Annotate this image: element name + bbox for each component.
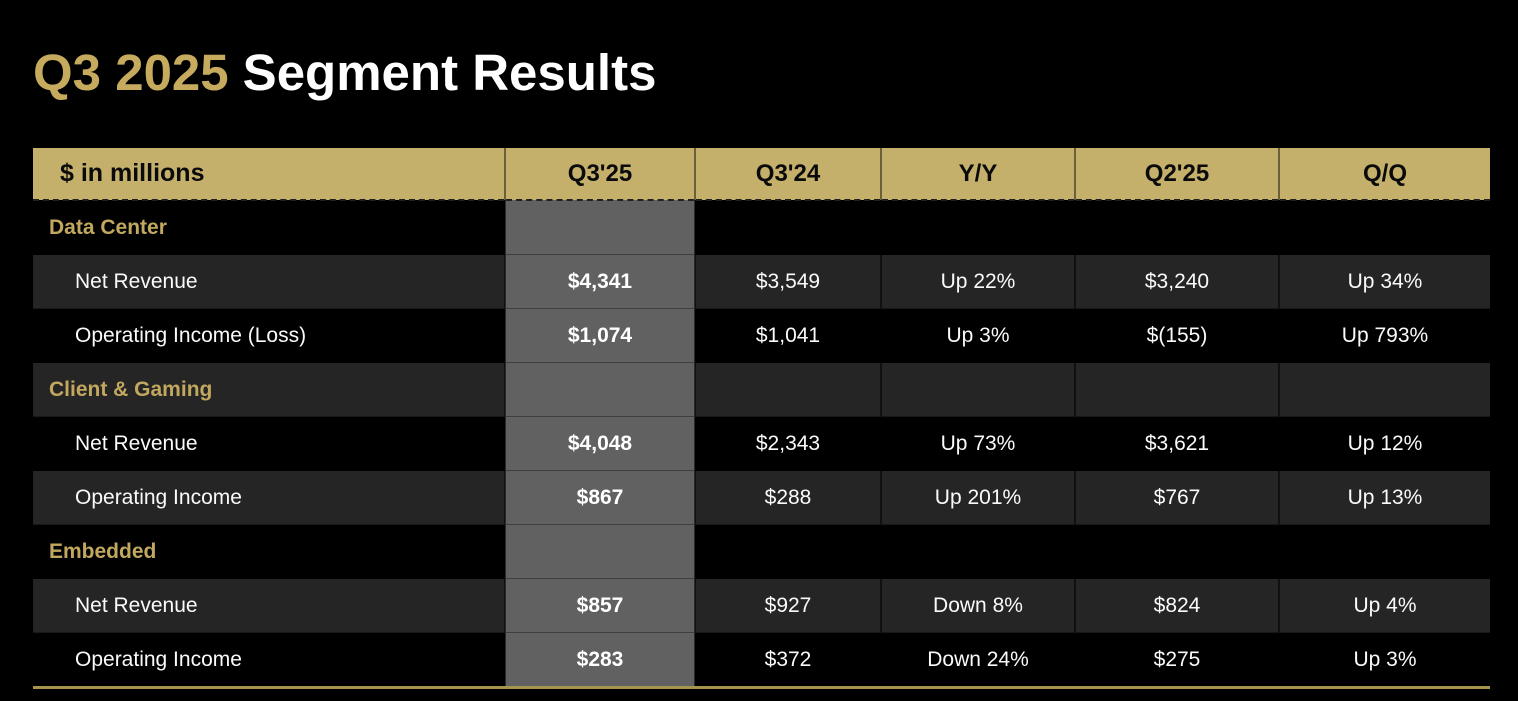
cell-label: Net Revenue — [33, 254, 505, 309]
cell-q3-24: $3,549 — [694, 254, 881, 309]
cell-q2-25: $767 — [1074, 470, 1279, 525]
empty-cell — [504, 362, 695, 417]
cell-q3-25: $283 — [504, 632, 695, 688]
cell-y-y: Up 22% — [880, 254, 1075, 309]
cell-q2-25: $824 — [1074, 578, 1279, 633]
cell-q-q: Up 12% — [1278, 416, 1490, 471]
cell-y-y: Down 24% — [880, 632, 1075, 688]
empty-cell — [694, 362, 881, 417]
section-row-data-center: Data Center — [33, 199, 1490, 255]
cell-y-y: Up 3% — [880, 308, 1075, 363]
row-client-gaming-net-revenue: Net Revenue $4,048 $2,343 Up 73% $3,621 … — [33, 416, 1490, 471]
col-header-q3-25: Q3'25 — [504, 148, 695, 200]
section-row-embedded: Embedded — [33, 524, 1490, 579]
cell-label: Operating Income — [33, 470, 505, 525]
empty-cell — [504, 199, 695, 255]
table-header-row: $ in millions Q3'25 Q3'24 Y/Y Q2'25 Q/Q — [33, 148, 1490, 200]
cell-label: Net Revenue — [33, 578, 505, 633]
cell-q3-24: $372 — [694, 632, 881, 688]
unit-label: $ in millions — [33, 148, 505, 200]
empty-cell — [1074, 524, 1279, 579]
empty-cell — [504, 524, 695, 579]
cell-y-y: Up 201% — [880, 470, 1075, 525]
cell-q-q: Up 4% — [1278, 578, 1490, 633]
row-embedded-net-revenue: Net Revenue $857 $927 Down 8% $824 Up 4% — [33, 578, 1490, 633]
segment-results-table: $ in millions Q3'25 Q3'24 Y/Y Q2'25 Q/Q … — [33, 148, 1490, 689]
row-data-center-operating-income: Operating Income (Loss) $1,074 $1,041 Up… — [33, 308, 1490, 363]
empty-cell — [880, 524, 1075, 579]
cell-q3-24: $1,041 — [694, 308, 881, 363]
cell-q3-24: $927 — [694, 578, 881, 633]
cell-q3-25: $1,074 — [504, 308, 695, 363]
cell-y-y: Up 73% — [880, 416, 1075, 471]
cell-q3-24: $2,343 — [694, 416, 881, 471]
empty-cell — [880, 362, 1075, 417]
cell-q2-25: $275 — [1074, 632, 1279, 688]
empty-cell — [1278, 362, 1490, 417]
cell-q3-25: $857 — [504, 578, 695, 633]
cell-q-q: Up 3% — [1278, 632, 1490, 688]
empty-cell — [1278, 199, 1490, 255]
section-row-client-gaming: Client & Gaming — [33, 362, 1490, 417]
section-name: Client & Gaming — [33, 362, 505, 417]
col-header-q-q: Q/Q — [1278, 148, 1490, 200]
col-header-y-y: Y/Y — [880, 148, 1075, 200]
page-title: Q3 2025 Segment Results — [33, 44, 656, 103]
cell-q-q: Up 13% — [1278, 470, 1490, 525]
cell-q3-25: $867 — [504, 470, 695, 525]
col-header-q3-24: Q3'24 — [694, 148, 881, 200]
cell-q2-25: $(155) — [1074, 308, 1279, 363]
cell-q3-24: $288 — [694, 470, 881, 525]
title-text: Segment Results — [242, 44, 657, 102]
cell-q3-25: $4,341 — [504, 254, 695, 309]
empty-cell — [1278, 524, 1490, 579]
cell-q2-25: $3,621 — [1074, 416, 1279, 471]
cell-y-y: Down 8% — [880, 578, 1075, 633]
cell-q-q: Up 34% — [1278, 254, 1490, 309]
cell-q-q: Up 793% — [1278, 308, 1490, 363]
col-header-q2-25: Q2'25 — [1074, 148, 1279, 200]
cell-label: Operating Income — [33, 632, 505, 688]
title-quarter: Q3 2025 — [33, 44, 229, 102]
section-name: Data Center — [33, 199, 505, 255]
row-embedded-operating-income: Operating Income $283 $372 Down 24% $275… — [33, 632, 1490, 688]
cell-label: Net Revenue — [33, 416, 505, 471]
row-client-gaming-operating-income: Operating Income $867 $288 Up 201% $767 … — [33, 470, 1490, 525]
cell-q2-25: $3,240 — [1074, 254, 1279, 309]
cell-label: Operating Income (Loss) — [33, 308, 505, 363]
row-data-center-net-revenue: Net Revenue $4,341 $3,549 Up 22% $3,240 … — [33, 254, 1490, 309]
empty-cell — [880, 199, 1075, 255]
empty-cell — [1074, 362, 1279, 417]
empty-cell — [1074, 199, 1279, 255]
empty-cell — [694, 524, 881, 579]
cell-q3-25: $4,048 — [504, 416, 695, 471]
empty-cell — [694, 199, 881, 255]
section-name: Embedded — [33, 524, 505, 579]
